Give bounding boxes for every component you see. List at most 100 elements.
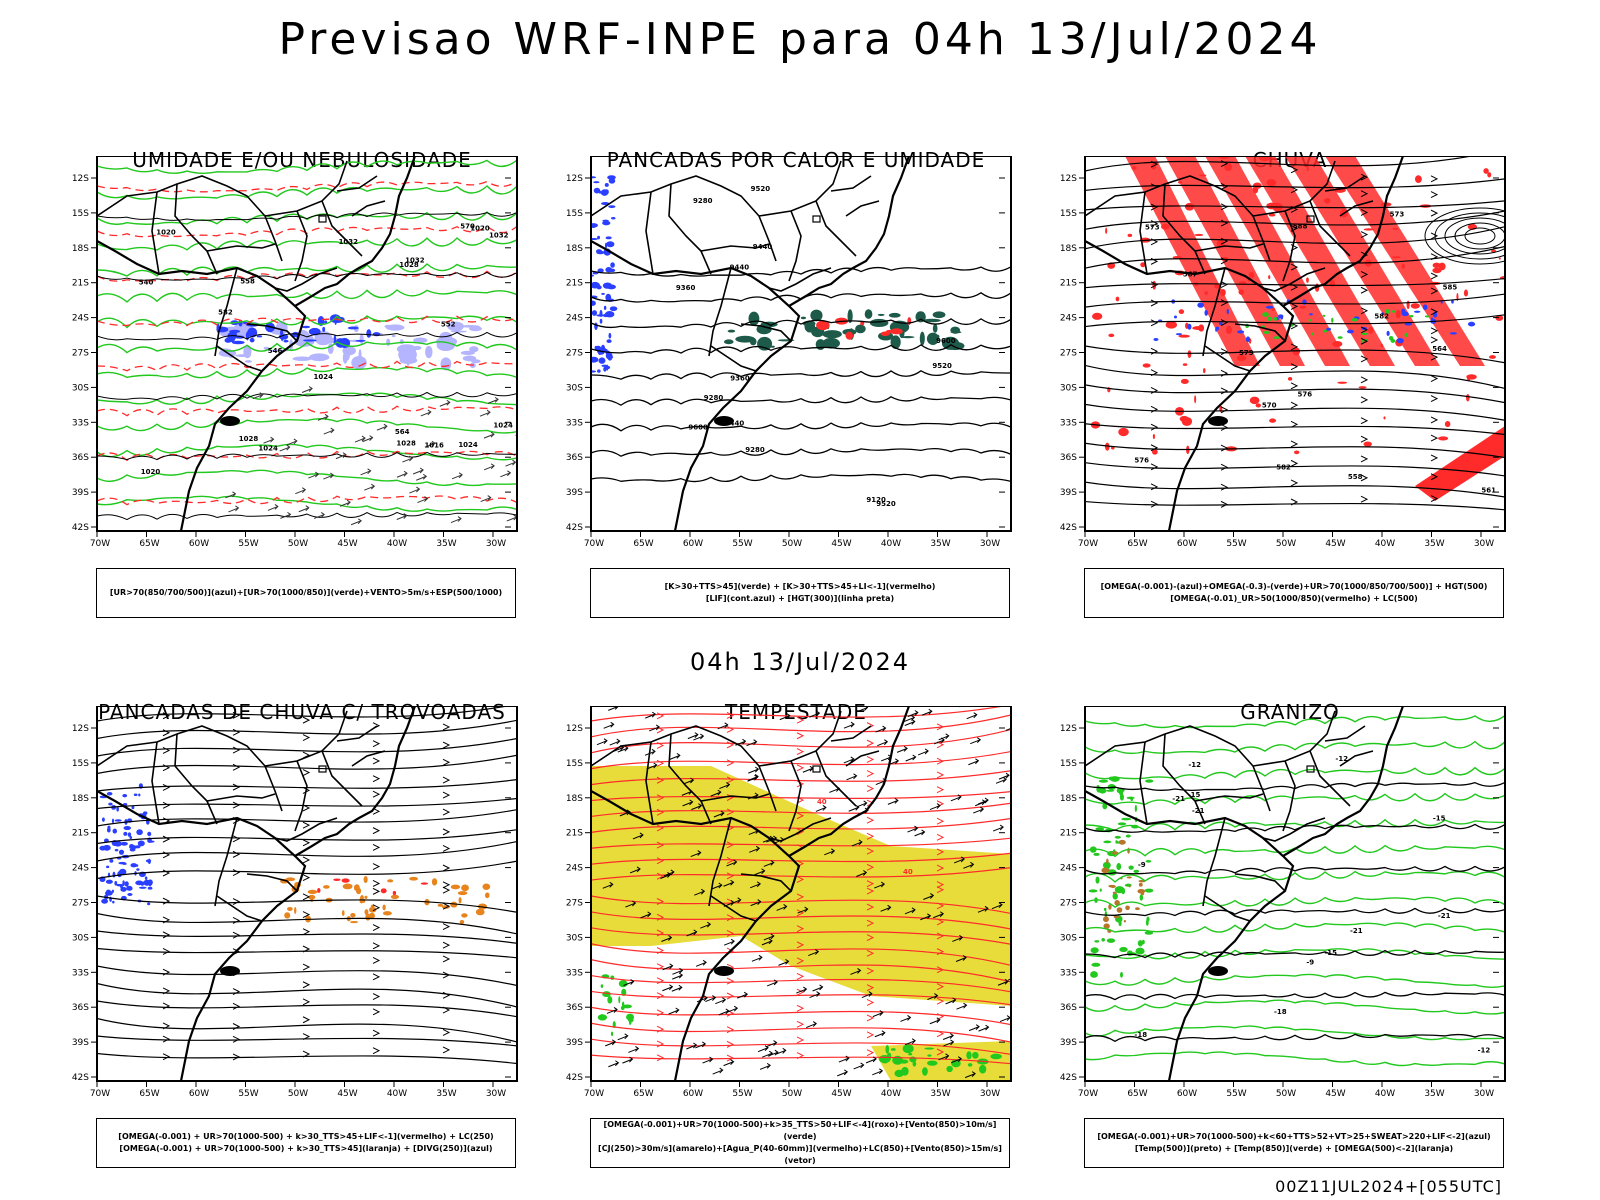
lat-tick-label: 30S	[1060, 383, 1077, 393]
contour-label: 9280	[704, 394, 724, 402]
legend-line: [OMEGA(-0.001) + UR>70(1000-500) + k>30_…	[118, 1132, 494, 1141]
lon-tick-label: 55W	[238, 1089, 258, 1099]
lat-tick-label: 21S	[72, 829, 89, 839]
contour-label: 558	[240, 278, 255, 286]
lat-tick-label: 39S	[72, 1038, 89, 1048]
lat-tick-label: 24S	[1060, 864, 1077, 874]
contour-label: -21	[1172, 795, 1185, 803]
contour-label: 576	[1298, 391, 1313, 399]
legend-granizo: [OMEGA(-0.001)+UR>70(1000-500)+k<60+TTS>…	[1084, 1118, 1504, 1168]
lon-tick-label: 65W	[633, 1089, 653, 1099]
contour-label: 9520	[932, 362, 952, 370]
contour-label: 9600	[688, 423, 708, 431]
lat-tick-label: 12S	[566, 724, 583, 734]
contour-label: 40	[903, 868, 913, 876]
lat-tick-label: 36S	[72, 453, 89, 463]
contour-label: 573	[1390, 211, 1405, 219]
map-content: 588 585 582 579 576 573 570 567 564 561 558 582 576 5…	[1084, 156, 1506, 532]
contour-label: 1024	[493, 422, 513, 430]
lat-tick-label: 36S	[566, 1003, 583, 1013]
lat-tick-label: 15S	[1060, 759, 1077, 769]
contour-label: 9440	[753, 243, 773, 251]
contour-label: 540	[139, 279, 154, 287]
contour-label: 1024	[314, 373, 334, 381]
contour-label: -12	[1188, 761, 1201, 769]
contour-label: 1020	[141, 468, 161, 476]
lat-tick-label: 24S	[72, 864, 89, 874]
legend-line: [OMEGA(-0.001)-(azul)+OMEGA(-0.3)-(verde…	[1100, 582, 1488, 591]
lat-tick-label: 24S	[72, 314, 89, 324]
lat-tick-label: 15S	[566, 209, 583, 219]
lon-tick-label: 30W	[980, 1089, 1000, 1099]
lon-tick-label: 35W	[436, 539, 456, 549]
contour-label: 9520	[876, 500, 896, 508]
legend-tempestade: [OMEGA(-0.001)+UR>70(1000-500)+k>35_TTS>…	[590, 1118, 1010, 1168]
map-umidade[interactable]: 1020 1024 1016 1020 1024 1024 1028 1032 1032 1028…	[61, 156, 521, 556]
lat-tick-label: 30S	[72, 383, 89, 393]
lat-tick-label: 42S	[1060, 1073, 1077, 1083]
contour-label: 570	[460, 223, 475, 231]
lat-tick-label: 36S	[1060, 1003, 1077, 1013]
df-marker-icon	[318, 215, 327, 223]
legend-line: [OMEGA(-0.001)+UR>70(1000-500)+k<60+TTS>…	[1097, 1132, 1491, 1141]
df-marker-icon	[812, 765, 821, 773]
contour-label: 9280	[745, 446, 765, 454]
lagoa-icon	[714, 416, 734, 426]
legend-pancadas_trovoadas: [OMEGA(-0.001) + UR>70(1000-500) + k>30_…	[96, 1118, 516, 1168]
lat-tick-label: 27S	[1060, 349, 1077, 359]
contour-label: 576	[1134, 456, 1149, 464]
lat-tick-label: 39S	[566, 488, 583, 498]
lon-tick-label: 50W	[782, 539, 802, 549]
lon-tick-label: 30W	[980, 539, 1000, 549]
map-granizo[interactable]: -12 -12 -12 -15 -15 -15 -18 -18 -21 -21 -21 -21 -9 -9…	[1049, 706, 1509, 1106]
lat-tick-label: 12S	[566, 174, 583, 184]
lat-tick-label: 15S	[72, 759, 89, 769]
lat-tick-label: 24S	[566, 864, 583, 874]
lon-tick-label: 45W	[1325, 1089, 1345, 1099]
lat-tick-label: 18S	[566, 244, 583, 254]
panel-title-pancadas_trovoadas: PANCADAS DE CHUVA C/ TROVOADAS	[98, 700, 506, 724]
contour-label: 1028	[399, 261, 419, 269]
lon-tick-label: 35W	[930, 1089, 950, 1099]
lon-tick-label: 55W	[1226, 539, 1246, 549]
lat-tick-label: 21S	[1060, 279, 1077, 289]
lon-tick-label: 40W	[1375, 1089, 1395, 1099]
lon-tick-label: 70W	[1078, 1089, 1098, 1099]
lon-tick-label: 60W	[683, 539, 703, 549]
map-pancadas_calor[interactable]: 9520 9440 9600 9360 9600 9520 9440 9520 9440 9360…	[555, 156, 1015, 556]
lon-tick-label: 55W	[1226, 1089, 1246, 1099]
lon-tick-label: 30W	[486, 539, 506, 549]
contour-label: 1020	[156, 228, 176, 236]
lat-tick-label: 36S	[72, 1003, 89, 1013]
map-pancadas_trovoadas[interactable]: 12S 15S 18S 21S 24S 27S 30S 33S 36S 39S 42S 70W 65W 6…	[61, 706, 521, 1106]
lon-tick-label: 45W	[337, 1089, 357, 1099]
lon-tick-label: 55W	[732, 1089, 752, 1099]
lon-tick-label: 35W	[1424, 1089, 1444, 1099]
legend-line: [CJ(250)>30m/s](amarelo)+[Agua_P(40-60mm…	[598, 1144, 1002, 1165]
legend-line: [OMEGA(-0.001) + UR>70(1000-500) + k>30_…	[119, 1144, 493, 1153]
lat-tick-label: 33S	[72, 968, 89, 978]
lat-tick-label: 42S	[1060, 523, 1077, 533]
map-content: 40 40	[590, 706, 1012, 1082]
map-frame	[96, 156, 518, 532]
lon-tick-label: 50W	[1276, 539, 1296, 549]
map-content: 9520 9440 9600 9360 9600 9520 9440 9520 9440 9360…	[590, 156, 1012, 532]
middle-date-label: 04h 13/Jul/2024	[689, 648, 911, 676]
lat-tick-label: 21S	[566, 279, 583, 289]
contour-label: 1020	[470, 224, 490, 232]
lat-tick-label: 24S	[566, 314, 583, 324]
map-chuva[interactable]: 588 585 582 579 576 573 570 567 564 561 558 582 576 5…	[1049, 156, 1509, 556]
contour-label: 1032	[489, 231, 509, 239]
lon-tick-label: 35W	[436, 1089, 456, 1099]
map-tempestade[interactable]: 40 40 12S 15S 18S 21S 24S 27S 30S 33S 36S 39S 42S 70W…	[555, 706, 1015, 1106]
contour-label: 564	[395, 428, 410, 436]
contour-label: -12	[1335, 755, 1348, 763]
map-content	[96, 706, 518, 1082]
contour-label: 40	[817, 798, 827, 806]
lat-tick-label: 33S	[1060, 418, 1077, 428]
contour-label: -9	[1306, 959, 1314, 967]
panel-title-pancadas_calor: PANCADAS POR CALOR E UMIDADE	[606, 148, 986, 172]
map-frame	[590, 156, 1012, 532]
map-frame	[590, 706, 1012, 1082]
contour-label: 582	[1374, 312, 1389, 320]
